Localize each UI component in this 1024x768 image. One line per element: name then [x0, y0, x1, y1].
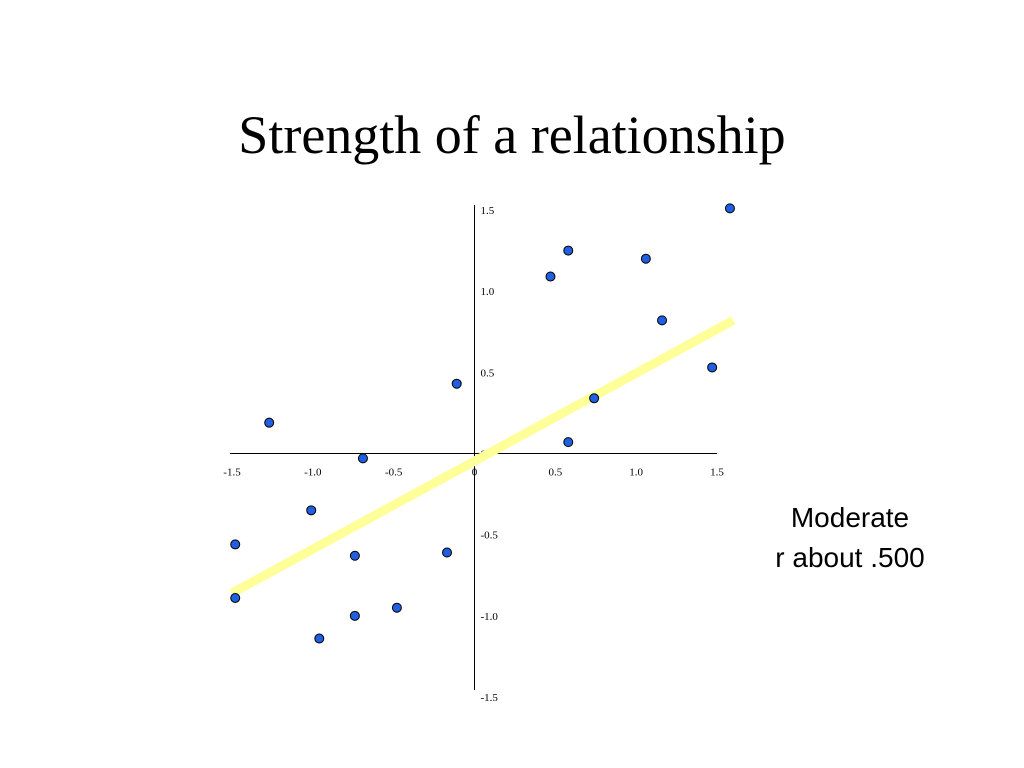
data-point	[349, 610, 360, 621]
data-point	[442, 547, 453, 558]
x-tick-label: -1.5	[223, 467, 241, 479]
x-tick-label: 0	[472, 467, 478, 479]
x-tick-label: 1.5	[710, 467, 724, 479]
y-tick-label: 0.5	[481, 367, 495, 379]
y-tick-label: -1.0	[481, 611, 499, 623]
slide-title: Strength of a relationship	[238, 105, 785, 165]
y-tick-label: 1.5	[481, 205, 495, 217]
annotation: r about .500	[775, 542, 924, 573]
data-point	[391, 602, 402, 613]
data-point	[451, 378, 462, 389]
data-point	[563, 245, 574, 256]
data-point	[640, 253, 651, 264]
y-tick-label: -1.5	[481, 692, 499, 704]
data-point	[349, 550, 360, 561]
data-point	[724, 203, 735, 214]
x-tick-label: 1.0	[629, 467, 643, 479]
y-tick-label: 1.0	[481, 286, 495, 298]
data-point	[306, 505, 317, 516]
data-point	[357, 453, 368, 464]
data-point	[264, 417, 275, 428]
trend-line	[229, 316, 736, 598]
data-point	[230, 539, 241, 550]
data-point	[657, 315, 668, 326]
x-tick-label: -0.5	[385, 467, 403, 479]
data-point	[589, 393, 600, 404]
annotation: Moderate	[791, 502, 909, 533]
x-tick-label: 0.5	[548, 467, 562, 479]
data-point	[230, 592, 241, 603]
data-point	[563, 437, 574, 448]
y-tick-label: -0.5	[481, 530, 499, 542]
data-point	[545, 271, 556, 282]
data-point	[314, 633, 325, 644]
data-point	[707, 362, 718, 373]
x-tick-label: -1.0	[304, 467, 322, 479]
